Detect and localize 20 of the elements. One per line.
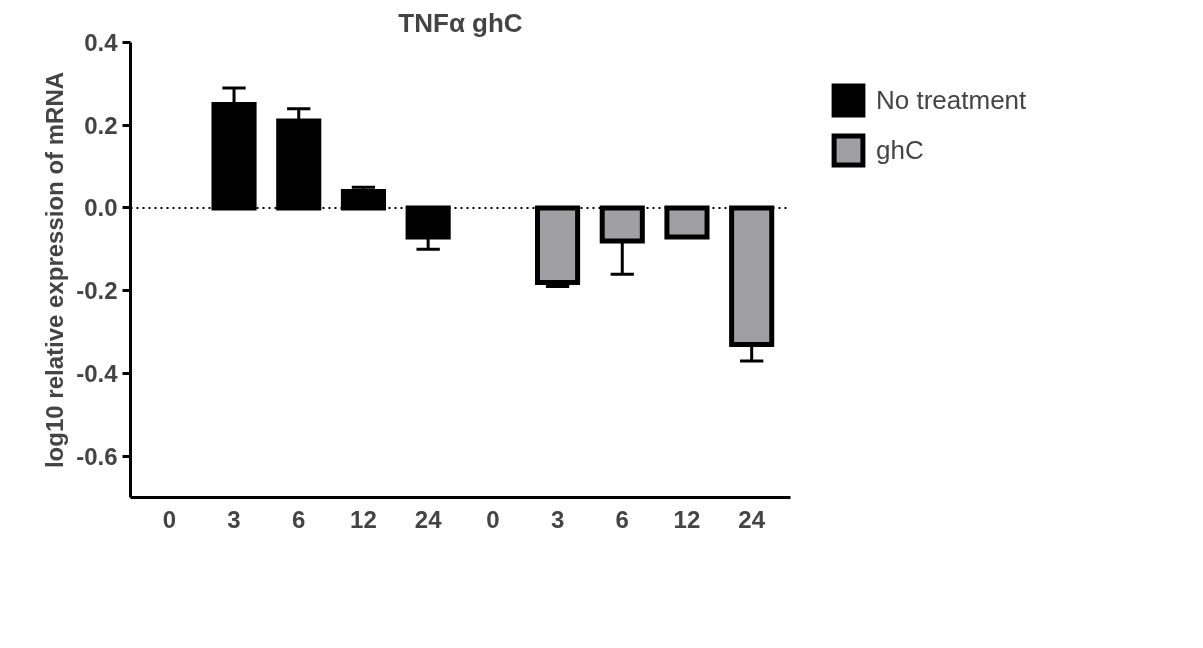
- x-tick-label: 3: [227, 505, 241, 533]
- y-tick-label: 0.4: [84, 29, 119, 56]
- y-tick-label: 0.2: [84, 111, 118, 139]
- x-tick-label: 12: [673, 505, 701, 533]
- x-tick-label: 6: [292, 505, 306, 533]
- x-tick-label: 24: [738, 505, 766, 533]
- x-tick-label: 0: [486, 505, 500, 533]
- y-tick-label: -0.4: [76, 359, 119, 387]
- y-tick-label: 0.0: [84, 194, 118, 222]
- x-tick-label: 0: [162, 505, 177, 533]
- legend-label: No treatment: [876, 84, 1027, 116]
- y-axis-title: log10 relative expression of mRNA: [41, 71, 69, 469]
- chart-title: TNFα ghC: [398, 7, 523, 38]
- y-tick-label: -0.6: [76, 442, 118, 470]
- x-tick-label: 6: [615, 505, 629, 533]
- x-tick-label: 12: [350, 505, 377, 533]
- x-tick-label: 3: [550, 505, 565, 533]
- y-tick-label: -0.2: [76, 277, 118, 305]
- x-tick-label: 24: [414, 505, 443, 533]
- legend-label: ghC: [876, 134, 924, 166]
